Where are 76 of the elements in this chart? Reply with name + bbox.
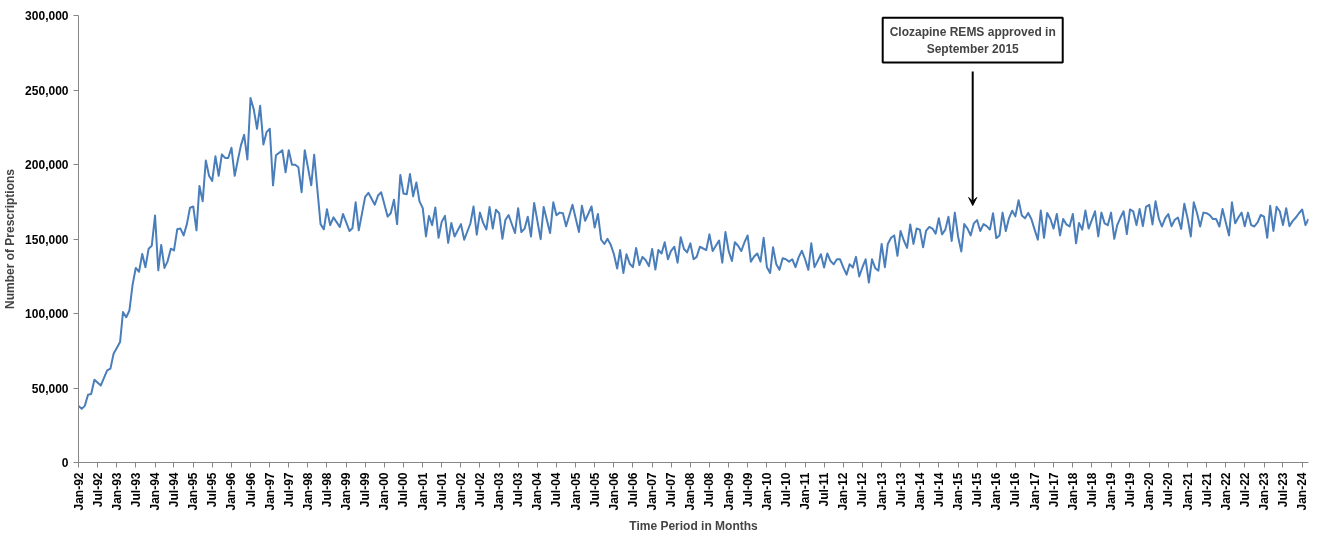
y-tick-label: 200,000	[25, 158, 69, 172]
x-tick-label: Jan-05	[568, 472, 583, 511]
x-tick-label: Jan-23	[1257, 472, 1271, 511]
x-tick-label: Jul-19	[1122, 472, 1137, 508]
x-tick-label: Jul-97	[281, 472, 296, 508]
x-tick-label: Jul-20	[1161, 472, 1176, 508]
x-tick-label: Jan-17	[1027, 472, 1042, 511]
x-tick-label: Jul-22	[1237, 472, 1252, 508]
annotation: Clozapine REMS approved in September 2015	[889, 24, 1056, 56]
x-tick-label: Jul-99	[358, 472, 373, 508]
y-tick-label: 100,000	[25, 307, 69, 321]
x-tick-label: Jan-08	[683, 472, 698, 511]
x-tick-label: Jan-07	[645, 472, 660, 511]
y-tick-label: 150,000	[25, 232, 69, 247]
x-axis-title: Time Period in Months	[629, 518, 759, 533]
x-tick-label: Jan-22	[1218, 472, 1233, 511]
x-tick-label: Jul-08	[702, 472, 717, 508]
x-tick-label: Jan-18	[1065, 472, 1080, 511]
x-tick-label: Jul-11	[817, 472, 832, 507]
x-tick-label: Jan-13	[874, 472, 889, 511]
x-tick-label: Jan-06	[606, 472, 621, 511]
y-tick-label: 300,000	[25, 9, 69, 23]
y-tick-label: 50,000	[31, 381, 69, 396]
x-tick-label: Jul-21	[1199, 472, 1214, 508]
x-tick-label: Jul-13	[893, 472, 908, 508]
x-tick-label: Jul-12	[855, 472, 870, 508]
x-tick-label: Jul-00	[396, 472, 411, 508]
x-tick-label: Jan-95	[186, 472, 201, 511]
x-tick-label: Jan-93	[109, 472, 124, 511]
x-tick-label: Jan-99	[339, 472, 354, 511]
x-tick-label: Jul-17	[1046, 472, 1061, 508]
x-tick-label: Jul-16	[1008, 472, 1023, 508]
x-tick-label: Jan-04	[530, 472, 545, 511]
x-tick-label: Jan-19	[1104, 472, 1119, 511]
x-tick-label: Jan-20	[1142, 472, 1157, 511]
x-tick-label: Jan-96	[224, 472, 239, 511]
x-tick-label: Jan-97	[262, 472, 277, 511]
x-tick-label: Jul-95	[205, 472, 220, 508]
x-tick-label: Jan-09	[721, 472, 736, 511]
x-tick-label: Jul-98	[319, 472, 334, 508]
x-tick-label: Jul-05	[587, 472, 602, 508]
x-tick-label: Jan-24	[1295, 472, 1310, 511]
x-tick-label: Jan-16	[989, 472, 1004, 511]
x-tick-label: Jan-00	[377, 472, 392, 511]
x-tick-label: Jul-93	[128, 472, 143, 508]
x-tick-label: Jul-01	[434, 472, 449, 508]
x-tick-label: Jan-14	[912, 472, 927, 511]
x-tick-label: Jul-15	[970, 472, 985, 508]
x-tick-label: Jul-14	[931, 472, 946, 508]
x-tick-label: Jul-10	[778, 472, 793, 508]
y-axis-title: Number of Prescriptions	[3, 168, 18, 310]
x-tick-label: Jul-07	[664, 472, 679, 508]
x-tick-label: Jan-03	[492, 472, 507, 511]
x-tick-label: Jul-03	[511, 472, 526, 508]
y-tick-label: 0	[61, 456, 69, 470]
x-tick-label: Jul-96	[243, 472, 258, 508]
x-tick-label: Jan-10	[759, 472, 774, 511]
x-tick-label: Jan-11	[798, 472, 813, 510]
x-tick-label: Jan-15	[951, 472, 966, 511]
y-tick-label: 250,000	[25, 83, 69, 98]
x-tick-label: Jan-12	[836, 472, 851, 511]
x-tick-label: Jul-02	[472, 472, 487, 508]
x-tick-label: Jan-92	[71, 472, 86, 511]
x-tick-label: Jul-23	[1275, 472, 1290, 508]
x-tick-label: Jan-01	[415, 472, 430, 511]
x-tick-label: Jan-02	[453, 472, 468, 511]
x-tick-label: Jan-98	[301, 472, 315, 511]
x-tick-label: Jul-92	[90, 472, 105, 508]
x-tick-label: Jan-94	[148, 472, 163, 511]
x-tick-label: Jul-04	[549, 472, 564, 508]
x-tick-label: Jul-18	[1084, 472, 1099, 508]
line-series	[78, 97, 1309, 410]
x-tick-label: Jul-06	[625, 472, 640, 508]
x-tick-label: Jul-09	[740, 472, 755, 508]
x-tick-label: Jul-94	[166, 472, 181, 508]
x-tick-label: Jan-21	[1180, 472, 1195, 511]
